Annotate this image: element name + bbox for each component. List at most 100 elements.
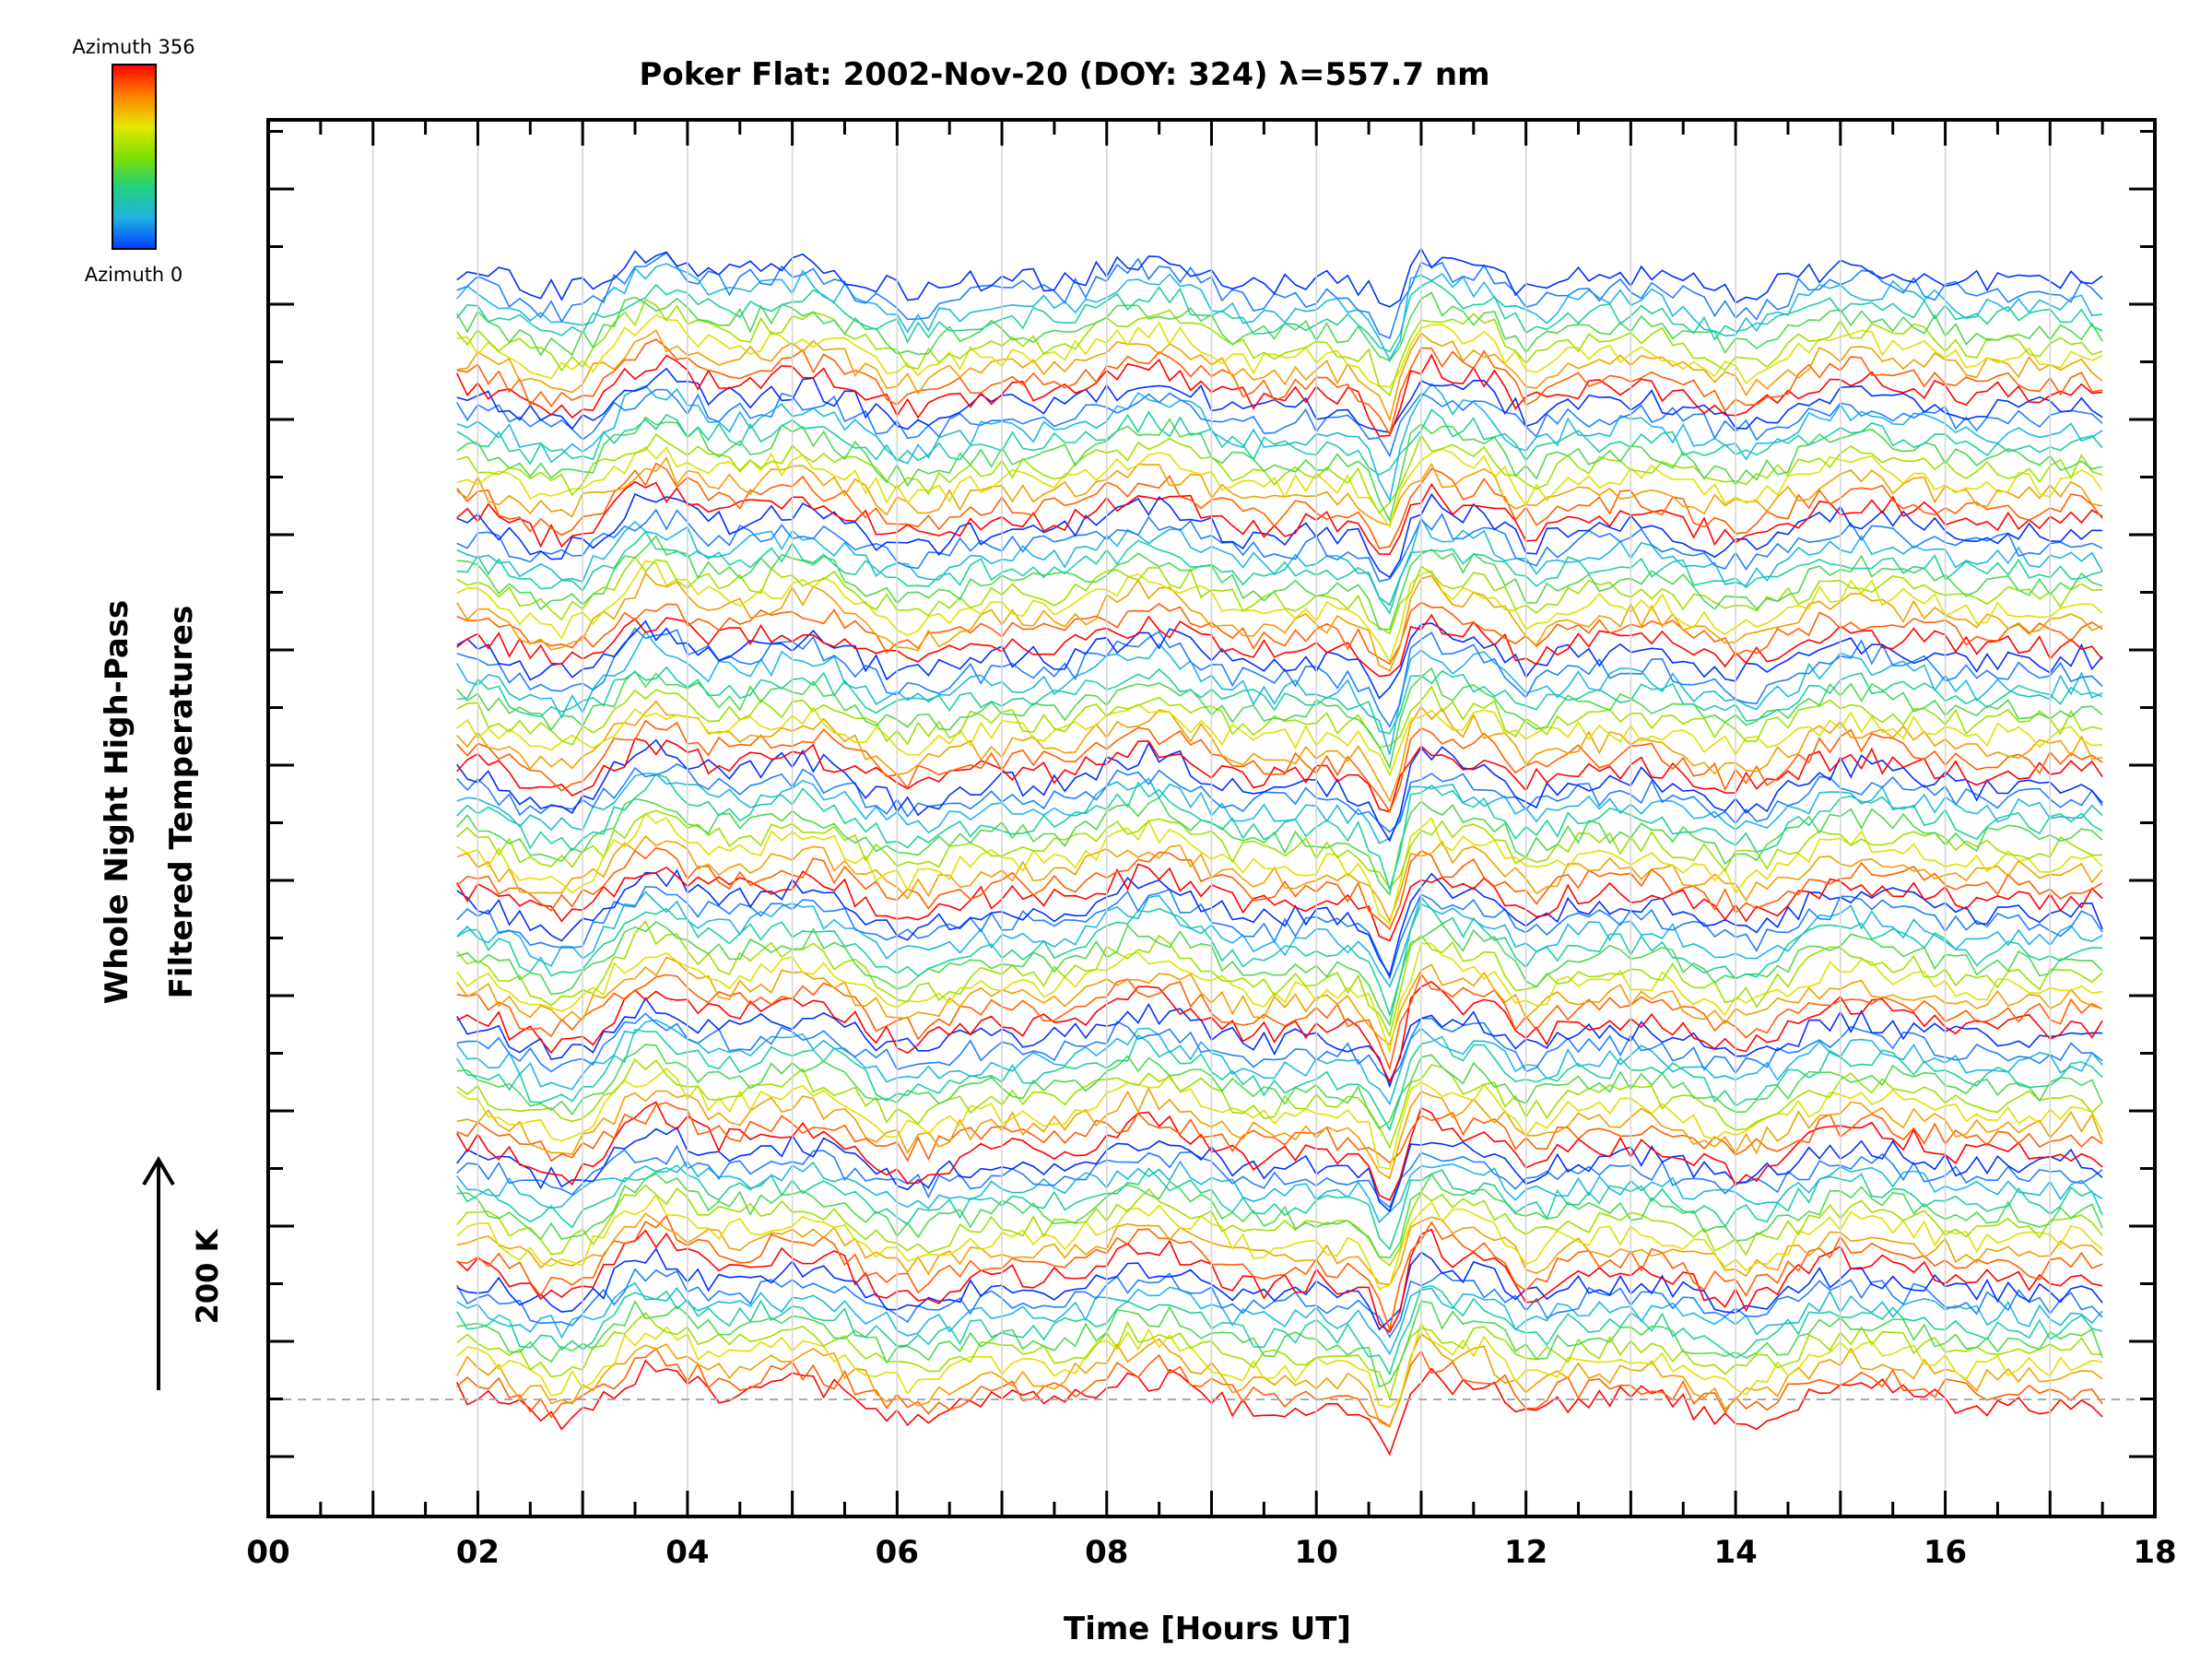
temperature-trace bbox=[456, 903, 2103, 1018]
temperature-trace bbox=[456, 1214, 2103, 1333]
temperature-trace bbox=[456, 613, 2103, 678]
temperature-trace bbox=[456, 1212, 2103, 1286]
temperature-trace bbox=[456, 1268, 2103, 1339]
temperature-trace bbox=[456, 1028, 2103, 1132]
x-tick-label: 08 bbox=[1085, 1534, 1128, 1571]
temperature-trace bbox=[456, 1101, 2103, 1201]
temperature-trace bbox=[456, 298, 2103, 397]
temperature-trace bbox=[456, 980, 2103, 1084]
temperature-trace bbox=[456, 627, 2103, 728]
temperature-trace bbox=[456, 252, 2103, 339]
temperature-trace bbox=[456, 1247, 2103, 1331]
temperature-trace bbox=[456, 956, 2103, 1046]
chart-title: Poker Flat: 2002-Nov-20 (DOY: 324) λ=557… bbox=[639, 56, 1489, 93]
temperature-trace bbox=[456, 1057, 2103, 1150]
temperature-trace bbox=[456, 885, 2103, 981]
temperature-trace bbox=[456, 863, 2103, 942]
temperature-trace bbox=[456, 535, 2103, 631]
temperature-trace bbox=[456, 291, 2103, 362]
temperature-trace bbox=[456, 620, 2103, 700]
temperature-trace bbox=[456, 1347, 2103, 1428]
temperature-trace bbox=[456, 1144, 2103, 1209]
temperature-trace bbox=[456, 1019, 2103, 1106]
x-tick-label: 02 bbox=[456, 1534, 500, 1571]
x-tick-label: 18 bbox=[2133, 1534, 2176, 1571]
temperature-trace bbox=[456, 462, 2103, 549]
y-axis-label-line2: Filtered Temperatures bbox=[163, 606, 200, 999]
temperature-trace bbox=[456, 846, 2103, 931]
temperature-trace bbox=[456, 1012, 2103, 1082]
temperature-trace bbox=[456, 560, 2103, 664]
temperature-trace bbox=[456, 738, 2103, 843]
temperature-trace bbox=[456, 382, 2103, 503]
temperature-trace bbox=[456, 416, 2103, 523]
temperature-trace bbox=[456, 247, 2103, 308]
temperature-trace bbox=[456, 1044, 2103, 1130]
temperature-trace bbox=[456, 773, 2103, 892]
temperature-trace bbox=[456, 997, 2103, 1089]
temperature-trace bbox=[456, 762, 2103, 833]
x-tick-label: 14 bbox=[1713, 1534, 1757, 1571]
x-tick-label: 16 bbox=[1924, 1534, 1967, 1571]
temperature-trace bbox=[456, 1228, 2103, 1334]
x-tick-label: 10 bbox=[1295, 1534, 1338, 1571]
temperature-trace bbox=[456, 834, 2103, 923]
colorbar-bottom-label: Azimuth 0 bbox=[85, 264, 183, 286]
temperature-trace bbox=[456, 666, 2103, 735]
temperature-trace bbox=[455, 353, 2103, 438]
temperature-trace bbox=[456, 530, 2103, 615]
scale-arrow bbox=[142, 1156, 175, 1390]
temperature-trace bbox=[456, 667, 2103, 770]
temperature-trace bbox=[456, 1184, 2103, 1267]
x-axis-label: Time [Hours UT] bbox=[1064, 1611, 1351, 1647]
temperature-trace bbox=[456, 408, 2103, 476]
temperature-trace bbox=[456, 1160, 2103, 1223]
temperature-trace bbox=[456, 1173, 2103, 1259]
temperature-trace bbox=[456, 738, 2103, 813]
temperature-trace bbox=[456, 719, 2103, 814]
temperature-trace bbox=[455, 1359, 2103, 1457]
temperature-traces bbox=[455, 247, 2103, 1457]
temperature-trace bbox=[456, 601, 2103, 666]
temperature-trace bbox=[456, 1281, 2103, 1356]
temperature-trace bbox=[456, 703, 2103, 777]
temperature-trace bbox=[456, 921, 2103, 1027]
x-tick-label: 06 bbox=[876, 1534, 919, 1571]
temperature-trace bbox=[456, 1126, 2103, 1213]
temperature-trace bbox=[456, 809, 2103, 890]
temperature-trace bbox=[456, 1067, 2103, 1171]
temperature-trace bbox=[456, 492, 2103, 579]
temperature-trace bbox=[456, 1299, 2103, 1388]
colorbar bbox=[112, 64, 157, 250]
temperature-trace bbox=[456, 1312, 2103, 1401]
x-tick-label: 04 bbox=[665, 1534, 709, 1571]
temperature-trace bbox=[456, 508, 2103, 583]
temperature-trace bbox=[456, 868, 2103, 977]
temperature-trace bbox=[456, 446, 2103, 529]
temperature-trace bbox=[456, 773, 2103, 844]
temperature-trace bbox=[456, 700, 2103, 803]
temperature-trace bbox=[456, 1086, 2103, 1180]
temperature-trace bbox=[456, 797, 2103, 897]
temperature-trace bbox=[456, 1284, 2103, 1376]
temperature-trace bbox=[456, 1332, 2103, 1428]
temperature-trace bbox=[456, 1164, 2103, 1251]
y-axis-label-line1: Whole Night High-Pass bbox=[99, 600, 135, 1005]
axes: 00 02 04 06 08 10 12 14 16 18 bbox=[246, 118, 2177, 1571]
temperature-trace bbox=[456, 556, 2103, 635]
temperature-trace bbox=[456, 279, 2103, 353]
x-tick-label: 00 bbox=[246, 1534, 289, 1571]
temperature-trace bbox=[456, 432, 2103, 514]
temperature-trace bbox=[456, 891, 2103, 988]
temperature-trace bbox=[456, 338, 2103, 437]
temperature-trace bbox=[456, 329, 2103, 422]
temperature-trace bbox=[456, 456, 2103, 527]
temperature-trace bbox=[456, 388, 2103, 458]
temperature-trace bbox=[456, 1321, 2103, 1409]
x-tick-label: 12 bbox=[1504, 1534, 1547, 1571]
temperature-trace bbox=[456, 515, 2103, 607]
temperature-trace bbox=[456, 812, 2103, 926]
temperature-trace bbox=[456, 920, 2103, 1038]
